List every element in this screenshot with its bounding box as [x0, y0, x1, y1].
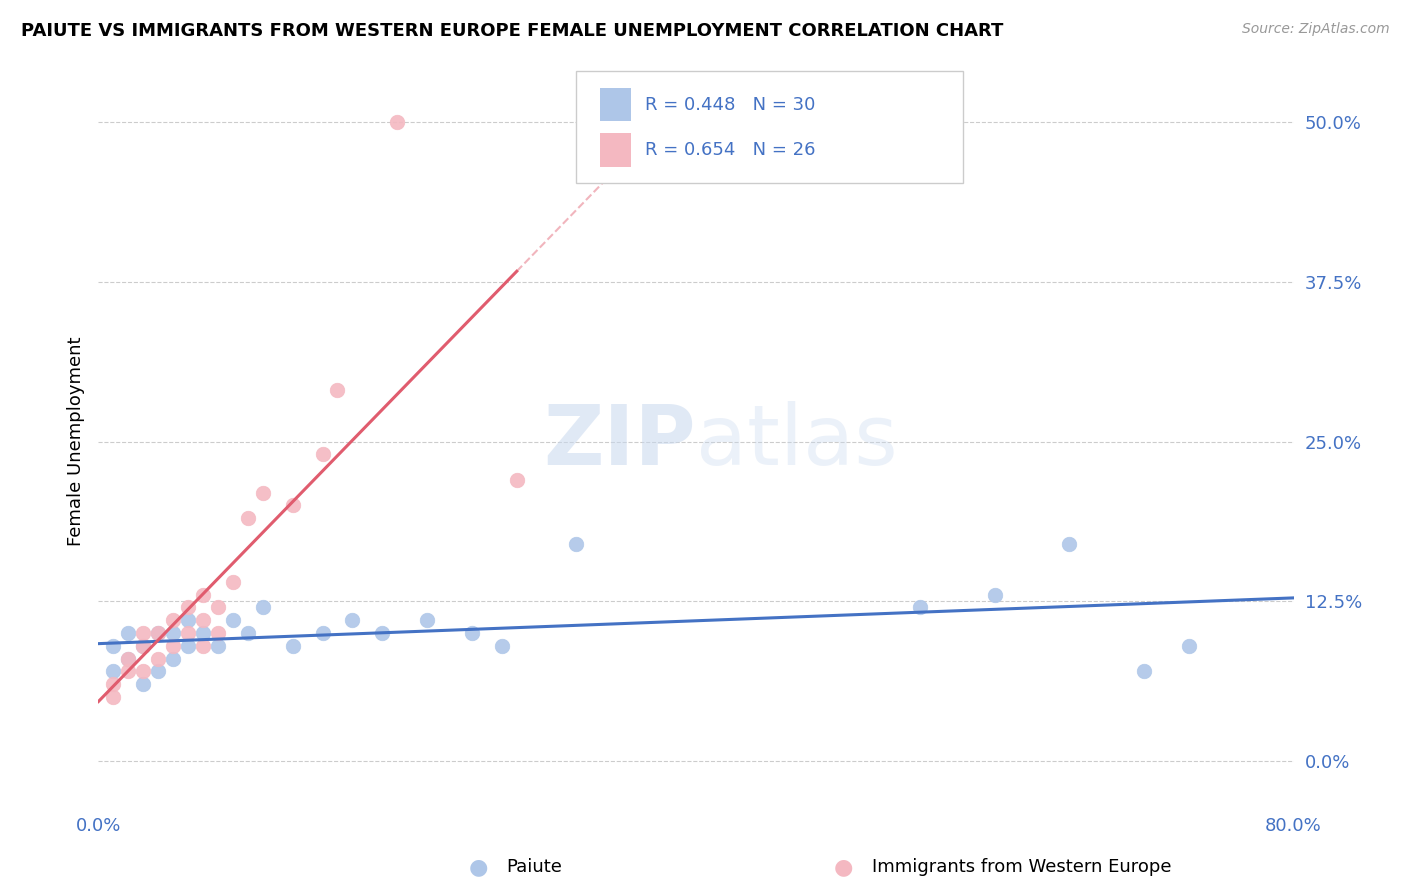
Point: [117, 665, 139, 679]
Point: [177, 626, 200, 640]
Point: [103, 690, 125, 704]
Point: [132, 639, 155, 653]
Text: PAIUTE VS IMMIGRANTS FROM WESTERN EUROPE FEMALE UNEMPLOYMENT CORRELATION CHART: PAIUTE VS IMMIGRANTS FROM WESTERN EUROPE…: [21, 22, 1004, 40]
Point: [342, 613, 364, 627]
Point: [385, 115, 409, 129]
Point: [565, 536, 588, 550]
Point: [191, 588, 214, 602]
Point: [162, 639, 184, 653]
Point: [371, 626, 394, 640]
Point: [117, 626, 139, 640]
Text: R = 0.654   N = 26: R = 0.654 N = 26: [645, 141, 815, 159]
Point: [132, 626, 155, 640]
Text: ●: ●: [834, 857, 853, 877]
Text: Paiute: Paiute: [506, 858, 562, 876]
Point: [177, 600, 200, 615]
Point: [222, 574, 245, 589]
Text: ZIP: ZIP: [544, 401, 696, 482]
Point: [132, 639, 155, 653]
Point: [1059, 536, 1081, 550]
Point: [191, 639, 214, 653]
Point: [236, 626, 259, 640]
Text: atlas: atlas: [696, 401, 897, 482]
Point: [191, 626, 214, 640]
Point: [506, 473, 529, 487]
Point: [207, 626, 229, 640]
Point: [162, 626, 184, 640]
Text: Immigrants from Western Europe: Immigrants from Western Europe: [872, 858, 1171, 876]
Text: Source: ZipAtlas.com: Source: ZipAtlas.com: [1241, 22, 1389, 37]
Point: [148, 651, 170, 665]
Point: [281, 499, 304, 513]
Point: [491, 639, 513, 653]
Point: [148, 665, 170, 679]
Point: [311, 626, 333, 640]
Point: [103, 665, 125, 679]
Point: [326, 384, 349, 398]
Point: [117, 651, 139, 665]
Point: [207, 600, 229, 615]
Point: [1133, 665, 1156, 679]
Point: [236, 511, 259, 525]
Point: [461, 626, 484, 640]
Text: R = 0.448   N = 30: R = 0.448 N = 30: [645, 95, 815, 113]
Point: [207, 639, 229, 653]
Text: ●: ●: [468, 857, 488, 877]
Point: [177, 613, 200, 627]
Point: [148, 626, 170, 640]
Point: [416, 613, 439, 627]
Point: [162, 651, 184, 665]
Point: [132, 677, 155, 691]
Point: [1178, 639, 1201, 653]
Point: [908, 600, 931, 615]
Point: [252, 600, 274, 615]
Point: [984, 588, 1007, 602]
Point: [222, 613, 245, 627]
Y-axis label: Female Unemployment: Female Unemployment: [66, 337, 84, 546]
Point: [103, 677, 125, 691]
Point: [252, 485, 274, 500]
Point: [103, 639, 125, 653]
Point: [281, 639, 304, 653]
Point: [117, 651, 139, 665]
Point: [162, 613, 184, 627]
Point: [177, 639, 200, 653]
Point: [132, 665, 155, 679]
Point: [148, 626, 170, 640]
Point: [191, 613, 214, 627]
Point: [311, 447, 333, 461]
